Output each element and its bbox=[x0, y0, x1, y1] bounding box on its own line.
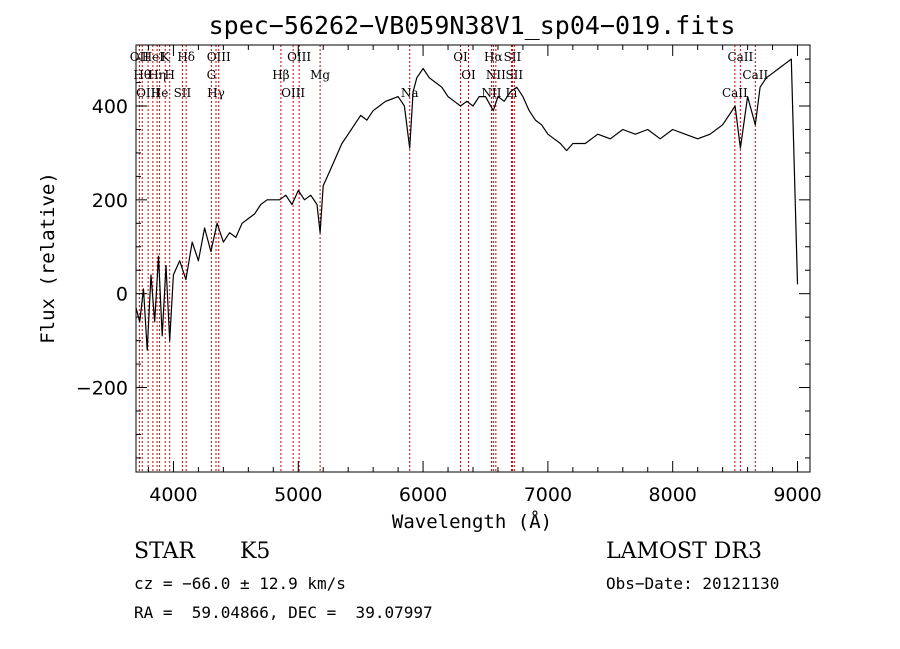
x-tick-label: 6000 bbox=[399, 484, 447, 506]
x-axis-label: Wavelength (Å) bbox=[392, 510, 552, 533]
spectral-line-label: OI bbox=[453, 50, 468, 64]
spectral-line-label: NII bbox=[481, 86, 501, 100]
spectrum-series bbox=[135, 58, 799, 351]
spectral-line-label: CaII bbox=[742, 68, 768, 82]
y-tick-label: −200 bbox=[76, 378, 128, 400]
series-flux-line bbox=[135, 58, 799, 351]
y-axis-label: Flux (relative) bbox=[37, 172, 59, 344]
spectral-line-label: OIII bbox=[136, 86, 160, 100]
obs-date: Obs−Date: 20121130 bbox=[606, 574, 780, 593]
spectral-line-label: Mg bbox=[310, 68, 330, 82]
x-tick-label: 8000 bbox=[649, 484, 697, 506]
spectral-line-label: G bbox=[207, 68, 217, 82]
chart-title: spec−56262−VB059N38V1_sp04−019.fits bbox=[209, 11, 736, 40]
spectral-line-label: SII bbox=[505, 68, 523, 82]
spectral-line-label: Hγ bbox=[207, 86, 225, 100]
spectral-line-label: OIII bbox=[281, 86, 305, 100]
spectral-line-label: OIII bbox=[287, 50, 311, 64]
spectral-line-label: Hδ bbox=[177, 50, 195, 64]
spectral-line-markers bbox=[138, 45, 756, 472]
spectral-line-label: SII bbox=[504, 50, 522, 64]
x-axis-ticks: 4000 5000 6000 7000 8000 9000 bbox=[147, 45, 822, 506]
spectral-line-label: K bbox=[161, 50, 171, 64]
object-class: STAR bbox=[134, 539, 195, 564]
object-subclass: K5 bbox=[240, 539, 271, 564]
spectral-line-label: SII bbox=[174, 86, 192, 100]
spectral-line-labels: OIIHθOIIIHeIHηHeKHSIIHδGHγOIIIHβOIIIOIII… bbox=[130, 50, 769, 100]
spectral-line-label: Li bbox=[506, 86, 518, 100]
x-tick-label: 7000 bbox=[524, 484, 572, 506]
spectral-line-label: Hα bbox=[484, 50, 503, 64]
redshift-readout: cz = −66.0 ± 12.9 km/s bbox=[134, 574, 346, 593]
spectral-line-label: HeI bbox=[142, 50, 165, 64]
spectral-line-label: He bbox=[151, 86, 169, 100]
spectral-line-label: Hθ bbox=[133, 68, 151, 82]
spectral-line-label: Na bbox=[401, 86, 419, 100]
spectral-line-label: H bbox=[164, 68, 174, 82]
spectral-line-label: OIII bbox=[207, 50, 231, 64]
spectral-line-label: OII bbox=[130, 50, 150, 64]
x-tick-label: 9000 bbox=[773, 484, 821, 506]
survey-label: LAMOST DR3 bbox=[606, 539, 762, 564]
spectral-line-label: Hη bbox=[148, 68, 166, 82]
plot-frame bbox=[135, 44, 811, 473]
coordinates: RA = 59.04866, DEC = 39.07997 bbox=[134, 603, 433, 622]
spectral-line-label: OI bbox=[461, 68, 476, 82]
spectral-line-label: Hβ bbox=[272, 68, 289, 82]
y-tick-label: 200 bbox=[92, 190, 128, 212]
spectral-line-label: CaII bbox=[727, 50, 753, 64]
y-tick-label: 0 bbox=[116, 284, 128, 306]
x-tick-label: 5000 bbox=[274, 484, 322, 506]
spectral-line-label: NII bbox=[486, 68, 506, 82]
y-tick-label: 400 bbox=[92, 96, 128, 118]
x-tick-label: 4000 bbox=[149, 484, 197, 506]
spectral-line-label: CaII bbox=[722, 86, 748, 100]
y-axis-ticks: −200 0 200 400 bbox=[76, 58, 810, 459]
